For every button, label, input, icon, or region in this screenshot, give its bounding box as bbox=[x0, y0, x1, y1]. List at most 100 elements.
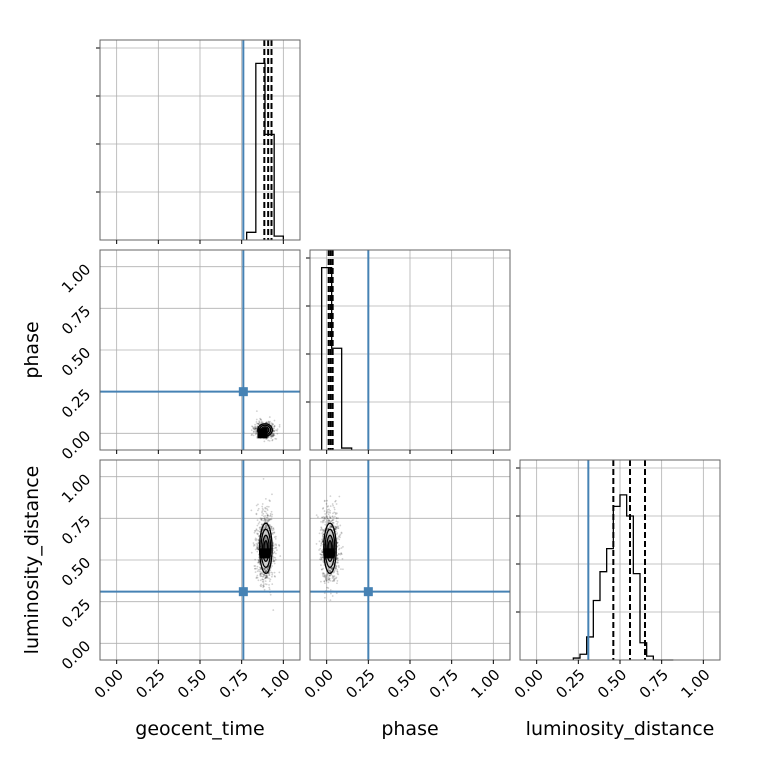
posterior-sample bbox=[256, 425, 259, 428]
posterior-sample bbox=[331, 574, 334, 577]
posterior-sample bbox=[263, 588, 266, 591]
posterior-sample bbox=[321, 556, 324, 559]
posterior-sample bbox=[256, 544, 259, 547]
posterior-sample bbox=[337, 535, 340, 538]
posterior-sample bbox=[328, 577, 330, 580]
posterior-sample bbox=[263, 519, 266, 522]
posterior-sample bbox=[270, 527, 273, 530]
posterior-sample bbox=[260, 418, 262, 421]
posterior-sample bbox=[262, 583, 265, 585]
posterior-sample bbox=[259, 571, 262, 573]
posterior-sample bbox=[266, 505, 268, 508]
posterior-sample bbox=[266, 575, 268, 578]
posterior-sample bbox=[335, 533, 338, 536]
posterior-sample bbox=[278, 423, 281, 426]
posterior-sample bbox=[274, 552, 277, 555]
posterior-sample bbox=[254, 537, 257, 540]
truth-marker bbox=[363, 587, 373, 597]
posterior-sample bbox=[255, 430, 258, 433]
x-tick-label: 0.00 bbox=[91, 666, 127, 702]
posterior-sample bbox=[336, 570, 339, 573]
posterior-sample bbox=[324, 513, 327, 515]
posterior-sample bbox=[275, 535, 277, 538]
posterior-sample bbox=[278, 425, 281, 428]
posterior-sample bbox=[325, 515, 328, 518]
posterior-sample bbox=[331, 566, 334, 569]
posterior-sample bbox=[272, 531, 275, 534]
posterior-sample bbox=[341, 557, 344, 560]
posterior-sample bbox=[320, 520, 322, 523]
posterior-sample bbox=[271, 433, 274, 435]
posterior-sample bbox=[332, 571, 335, 574]
posterior-sample bbox=[336, 582, 338, 585]
posterior-sample bbox=[258, 530, 261, 533]
posterior-sample bbox=[326, 577, 329, 580]
posterior-sample bbox=[340, 552, 342, 555]
posterior-sample bbox=[267, 436, 270, 438]
posterior-sample bbox=[256, 509, 259, 512]
posterior-sample bbox=[330, 519, 333, 522]
posterior-sample bbox=[265, 438, 268, 440]
posterior-sample bbox=[258, 422, 261, 424]
posterior-sample bbox=[324, 516, 327, 519]
posterior-sample bbox=[328, 520, 331, 522]
posterior-sample bbox=[269, 518, 271, 521]
posterior-sample bbox=[256, 546, 259, 549]
posterior-sample bbox=[271, 435, 273, 437]
posterior-sample bbox=[254, 538, 257, 541]
posterior-sample bbox=[334, 513, 337, 516]
posterior-sample bbox=[333, 579, 336, 582]
posterior-sample bbox=[252, 434, 255, 437]
posterior-sample bbox=[265, 570, 268, 572]
posterior-sample bbox=[329, 526, 332, 529]
posterior-sample bbox=[321, 516, 324, 519]
posterior-sample bbox=[276, 432, 279, 435]
posterior-sample bbox=[258, 526, 261, 529]
posterior-sample bbox=[331, 595, 334, 597]
posterior-sample bbox=[265, 568, 268, 570]
x-axis-label-luminosity-distance: luminosity_distance bbox=[526, 718, 715, 740]
posterior-sample bbox=[273, 531, 276, 534]
posterior-sample bbox=[270, 575, 273, 578]
posterior-sample bbox=[271, 533, 274, 535]
posterior-sample bbox=[251, 425, 253, 428]
posterior-sample bbox=[322, 531, 324, 533]
posterior-sample bbox=[256, 570, 259, 573]
posterior-sample bbox=[318, 532, 321, 535]
posterior-sample bbox=[268, 574, 271, 576]
posterior-sample bbox=[327, 513, 330, 516]
posterior-sample bbox=[337, 559, 339, 562]
posterior-sample bbox=[267, 421, 270, 424]
posterior-sample bbox=[266, 514, 269, 517]
posterior-sample bbox=[319, 529, 322, 531]
posterior-sample bbox=[267, 572, 270, 575]
posterior-sample bbox=[272, 609, 275, 611]
posterior-sample bbox=[320, 568, 323, 571]
x-tick-label: 0.75 bbox=[426, 666, 462, 702]
posterior-sample bbox=[319, 544, 322, 547]
posterior-sample bbox=[263, 440, 266, 443]
posterior-sample bbox=[264, 569, 267, 572]
posterior-sample bbox=[270, 518, 273, 521]
posterior-sample bbox=[334, 526, 337, 528]
posterior-sample bbox=[255, 576, 258, 579]
posterior-sample bbox=[271, 435, 273, 438]
posterior-sample bbox=[328, 508, 330, 511]
posterior-sample bbox=[335, 567, 337, 570]
posterior-sample bbox=[326, 573, 329, 576]
posterior-sample bbox=[254, 567, 256, 570]
posterior-sample bbox=[273, 571, 276, 574]
posterior-sample bbox=[261, 573, 264, 576]
posterior-sample bbox=[270, 422, 273, 425]
posterior-sample bbox=[265, 583, 268, 586]
posterior-sample bbox=[329, 511, 332, 514]
posterior-sample bbox=[263, 517, 266, 519]
posterior-sample bbox=[322, 533, 325, 536]
posterior-sample bbox=[335, 520, 338, 523]
posterior-sample bbox=[253, 543, 255, 546]
posterior-sample bbox=[257, 422, 260, 425]
posterior-sample bbox=[256, 546, 259, 549]
posterior-sample bbox=[325, 511, 328, 514]
posterior-sample bbox=[260, 585, 262, 588]
posterior-sample bbox=[273, 425, 276, 427]
